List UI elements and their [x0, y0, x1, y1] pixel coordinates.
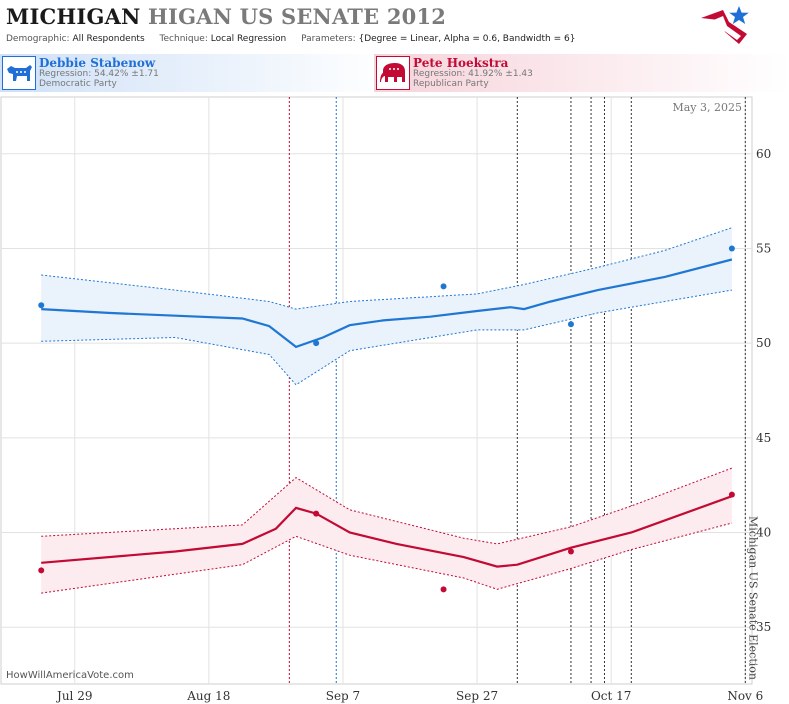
poll-point: [313, 510, 320, 517]
technique-value: Local Regression: [210, 34, 287, 44]
candidate-name-rep: Pete Hoekstra: [413, 56, 509, 70]
poll-point: [313, 340, 320, 347]
parameters-value: {Degree = Linear, Alpha = 0.6, Bandwidth…: [358, 34, 576, 44]
watermark: HowWillAmericaVote.com: [6, 670, 134, 681]
poll-point: [567, 321, 574, 328]
parameters-line: Demographic: All Respondents Technique: …: [6, 34, 587, 44]
candidate-party-dem: Democratic Party: [39, 79, 117, 89]
lower-bound-line: [41, 522, 733, 594]
poll-chart: 35 40 45 50 55 60 Jul 29 Aug 18 Sep 7 Sep 27 Oct 1…: [0, 96, 771, 703]
confidence-band: [41, 227, 732, 385]
x-tick-label: Sep 7: [326, 689, 360, 703]
election-label: Michigan US Senate Election: [746, 516, 759, 680]
title-block: MICHIGAN HIGAN US SENATE 2012: [6, 4, 729, 29]
x-tick-label: Aug 18: [186, 689, 230, 703]
lower-bound-line: [41, 289, 732, 386]
poll-point: [440, 586, 447, 593]
x-tick-label: Oct 17: [591, 689, 631, 703]
site-logo-icon: [701, 6, 749, 44]
donkey-icon: [2, 56, 36, 90]
y-tick-label: 55: [756, 241, 771, 255]
poll-point: [38, 302, 45, 309]
upper-bound-line: [41, 227, 733, 310]
plot-area: [0, 96, 753, 685]
x-tick-label: Nov 6: [727, 689, 763, 703]
confidence-band: [41, 468, 732, 594]
candidate-card-rep: Pete Hoekstra Regression: 41.92% ±1.43 R…: [374, 54, 789, 92]
y-tick-label: 35: [756, 620, 771, 634]
y-tick-label: 40: [756, 526, 771, 540]
title-race: HIGAN US SENATE 2012: [148, 4, 447, 29]
y-tick-label: 50: [756, 336, 771, 350]
trend-line: [41, 495, 733, 568]
poll-point: [728, 491, 735, 498]
candidate-regression-rep: Regression: 41.92% ±1.43: [413, 69, 533, 79]
y-tick-label: 45: [756, 431, 771, 445]
page-title: MICHIGAN HIGAN US SENATE 2012: [6, 4, 729, 29]
candidate-party-rep: Republican Party: [413, 79, 489, 89]
chart-date: May 3, 2025: [672, 101, 742, 114]
candidate-card-dem: Debbie Stabenow Regression: 54.42% ±1.71…: [0, 54, 390, 92]
title-state: MICHIGAN: [6, 4, 141, 29]
demographic-value: All Respondents: [72, 34, 145, 44]
poll-point: [440, 283, 447, 290]
poll-point: [728, 245, 735, 252]
technique-label: Technique:: [159, 34, 208, 44]
y-tick-label: 60: [756, 147, 771, 161]
poll-point: [567, 548, 574, 555]
trend-line: [41, 258, 733, 349]
candidate-name-dem: Debbie Stabenow: [39, 56, 156, 70]
poll-point: [38, 567, 45, 574]
demographic-label: Demographic:: [6, 34, 70, 44]
elephant-icon: [376, 56, 410, 90]
upper-bound-line: [41, 467, 733, 545]
x-tick-label: Sep 27: [456, 689, 498, 703]
parameters-label: Parameters:: [301, 34, 356, 44]
x-tick-label: Jul 29: [55, 689, 92, 703]
candidate-regression-dem: Regression: 54.42% ±1.71: [39, 69, 159, 79]
